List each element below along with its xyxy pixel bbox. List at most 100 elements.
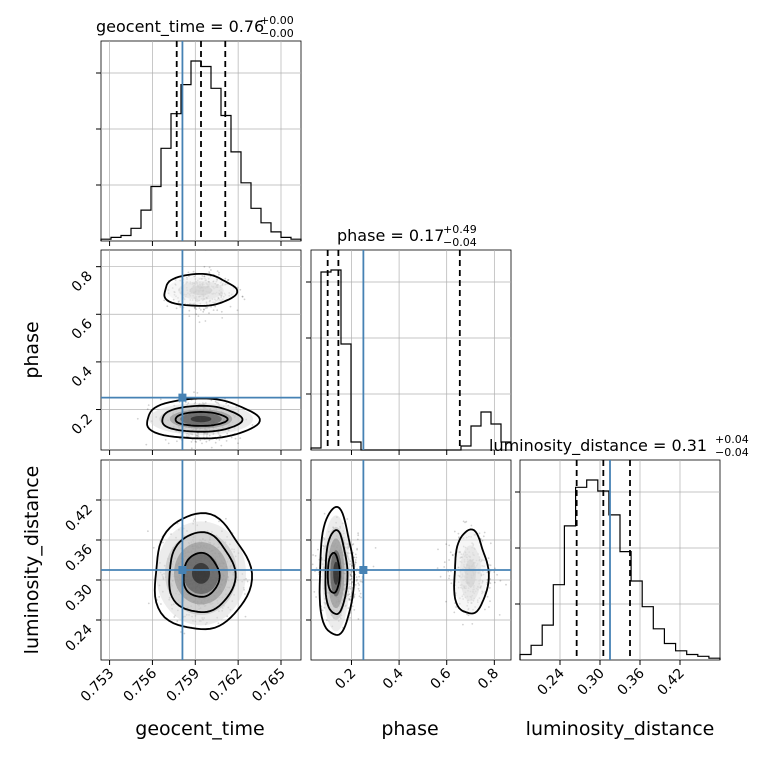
scatter-point — [196, 435, 198, 437]
scatter-point — [210, 399, 213, 402]
scatter-point — [462, 520, 465, 523]
scatter-point — [216, 270, 219, 272]
scatter-point — [482, 535, 485, 538]
tick-label: 0.30 — [62, 582, 95, 615]
tick-label: 0.42 — [654, 666, 687, 699]
scatter-point — [162, 541, 164, 544]
scatter-point — [145, 443, 148, 446]
scatter-point — [315, 567, 318, 569]
scatter-point — [326, 619, 328, 622]
scatter-point — [214, 441, 217, 444]
scatter-point — [219, 434, 222, 437]
scatter-point — [448, 577, 450, 580]
scatter-point — [312, 554, 314, 556]
scatter-point — [188, 315, 191, 317]
scatter-point — [372, 565, 375, 568]
scatter-point — [176, 620, 179, 622]
scatter-point — [199, 439, 202, 442]
scatter-point — [225, 517, 227, 520]
scatter-point — [220, 310, 223, 313]
scatter-point — [175, 307, 178, 310]
tick-label: 0.4 — [69, 363, 96, 390]
scatter-point — [354, 553, 357, 556]
scatter-point — [184, 401, 187, 404]
scatter-point — [204, 307, 207, 309]
scatter-point — [357, 582, 360, 585]
scatter-point — [311, 563, 314, 566]
histogram-luminosity-distance — [519, 479, 721, 660]
scatter-point — [221, 317, 224, 319]
scatter-point — [147, 602, 150, 605]
contour-level — [161, 404, 244, 433]
scatter-point — [488, 606, 490, 608]
scatter-point — [355, 576, 358, 578]
scatter-point — [353, 593, 356, 596]
scatter-point — [158, 596, 161, 598]
scatter-point — [349, 595, 352, 598]
scatter-point — [176, 440, 178, 443]
scatter-point — [353, 596, 356, 598]
histogram-bin — [161, 148, 171, 241]
scatter-point — [498, 614, 501, 616]
scatter-point — [499, 579, 502, 582]
scatter-point — [449, 551, 452, 554]
density-distance-phase — [322, 515, 487, 632]
histogram-bin — [251, 208, 261, 241]
scatter-point — [358, 584, 360, 586]
density-cell — [465, 559, 476, 588]
histogram-bin — [141, 210, 151, 241]
scatter-point — [313, 591, 316, 593]
histogram-bin — [351, 442, 361, 450]
scatter-point — [445, 600, 447, 603]
contours-distance-time — [153, 512, 253, 631]
scatter-point — [198, 307, 201, 309]
title-luminosity-distance-minus: −0.04 — [715, 446, 749, 459]
scatter-point — [180, 631, 182, 633]
histogram-bin — [331, 270, 341, 450]
histogram-bin — [311, 448, 321, 450]
histogram-bin — [231, 152, 241, 241]
scatter-point — [210, 305, 213, 308]
scatter-point — [163, 299, 166, 302]
scatter-point — [450, 570, 452, 573]
panel-distance-hist — [519, 459, 721, 661]
histogram-bin — [191, 61, 201, 241]
title-phase-minus: −0.04 — [443, 236, 477, 249]
scatter-point — [251, 424, 254, 426]
contour-level — [453, 528, 490, 615]
title-geocent-time: geocent_time = 0.76 — [96, 17, 264, 37]
scatter-point — [241, 295, 244, 298]
scatter-point — [186, 435, 188, 438]
tick-label: 0.24 — [62, 621, 95, 654]
scatter-point — [198, 321, 201, 324]
tick-label: 0.4 — [380, 665, 407, 692]
scatter-point — [216, 309, 219, 312]
scatter-point — [354, 561, 357, 563]
contour-level — [153, 512, 253, 631]
tick-label: 0.765 — [249, 666, 289, 706]
scatter-point — [486, 571, 489, 574]
scatter-point — [179, 306, 182, 308]
scatter-point — [177, 301, 180, 303]
scatter-point — [197, 435, 200, 437]
scatter-point — [193, 391, 195, 394]
scatter-point — [358, 595, 361, 598]
scatter-point — [224, 277, 227, 280]
scatter-point — [173, 616, 176, 618]
scatter-point — [244, 593, 246, 595]
scatter-point — [494, 567, 496, 570]
truth-marker — [178, 393, 187, 402]
scatter-point — [136, 417, 139, 420]
scatter-point — [354, 563, 356, 566]
scatter-point — [194, 307, 196, 310]
scatter-point — [453, 530, 456, 533]
histogram-bin — [520, 655, 531, 661]
scatter-point — [202, 310, 205, 313]
scatter-point — [484, 608, 486, 611]
contour-level — [324, 529, 349, 616]
scatter-point — [317, 548, 319, 551]
scatter-point — [349, 599, 351, 601]
histogram-bin — [653, 629, 664, 660]
scatter-point — [172, 298, 175, 301]
